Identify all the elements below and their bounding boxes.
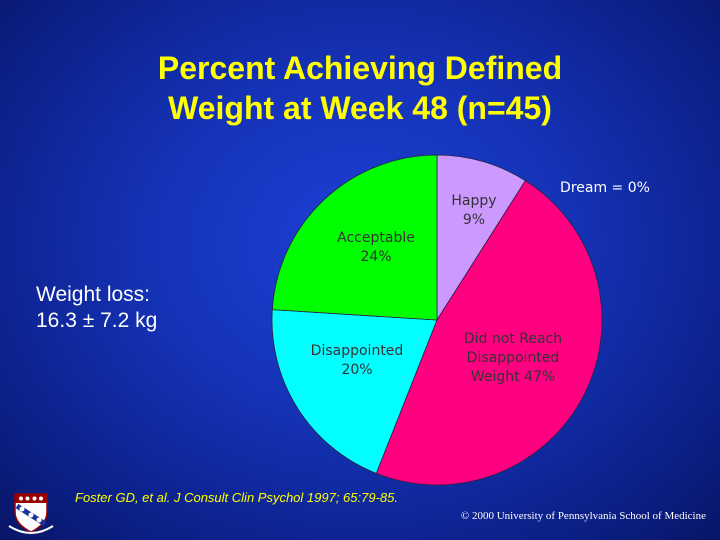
pie-slice xyxy=(271,154,438,321)
weight-loss-label: Weight loss: xyxy=(36,283,150,306)
title-line-2: Weight at Week 48 (n=45) xyxy=(168,90,552,126)
title-line-1: Percent Achieving Defined xyxy=(157,50,563,86)
copyright-notice: © 2000 University of Pennsylvania School… xyxy=(460,510,706,522)
slice-label: Happy 9% xyxy=(451,193,496,228)
weight-loss-note: Weight loss: 16.3 ± 7.2 kg xyxy=(36,282,157,334)
pie-slice xyxy=(375,180,603,486)
slice-label: Disappointed 20% xyxy=(311,343,404,378)
pie-slice xyxy=(436,154,526,322)
pie-labels: Dream = 0% Happy 9% Did not Reach Disappoint… xyxy=(311,180,650,385)
slice-label: Acceptable 24% xyxy=(337,230,415,265)
citation: Foster GD, et al. J Consult Clin Psychol… xyxy=(75,490,398,505)
pie-slice xyxy=(271,309,438,474)
slide-title: Percent Achieving Defined Weight at Week… xyxy=(0,48,720,128)
weight-loss-value: 16.3 ± 7.2 kg xyxy=(36,309,158,332)
slice-label: Did not Reach Disappointed Weight 47% xyxy=(464,331,562,385)
university-seal-icon xyxy=(8,493,54,534)
pie-slices xyxy=(271,154,603,486)
slice-label: Dream = 0% xyxy=(560,180,650,196)
